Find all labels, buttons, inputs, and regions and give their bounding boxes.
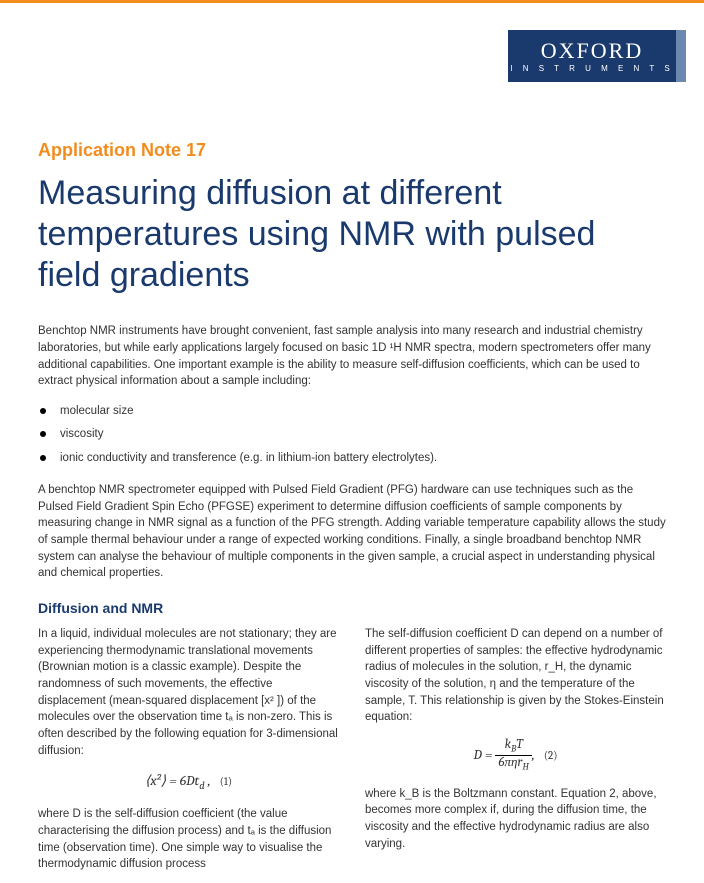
column-paragraph: where D is the self-diffusion coefficien… <box>38 806 339 873</box>
right-column: The self-diffusion coefficient D can dep… <box>365 626 666 883</box>
page-title: Measuring diffusion at different tempera… <box>38 173 666 295</box>
equation-tail: , <box>532 746 535 763</box>
equation-1: ⟨x²⟩ = 6Dtd , (1) <box>38 771 339 794</box>
column-paragraph: In a liquid, individual molecules are no… <box>38 626 339 759</box>
column-paragraph: The self-diffusion coefficient D can dep… <box>365 626 666 726</box>
equation-fraction: kBT 6πηrH <box>495 738 531 774</box>
top-accent-border <box>0 0 704 3</box>
list-item: molecular size <box>38 400 666 423</box>
logo-side-strip <box>676 30 686 82</box>
two-column-layout: In a liquid, individual molecules are no… <box>38 626 666 883</box>
list-item: ionic conductivity and transference (e.g… <box>38 447 666 470</box>
section-heading: Diffusion and NMR <box>38 600 666 616</box>
fraction-numerator: kBT <box>495 738 531 756</box>
equation-lhs: D = <box>474 746 496 763</box>
page-content: Application Note 17 Measuring diffusion … <box>38 140 666 883</box>
fraction-denominator: 6πηrH <box>495 756 531 773</box>
column-paragraph: where k_B is the Boltzmann constant. Equ… <box>365 786 666 853</box>
application-note-label: Application Note 17 <box>38 140 666 161</box>
list-item: viscosity <box>38 423 666 446</box>
left-column: In a liquid, individual molecules are no… <box>38 626 339 883</box>
equation-label: (2) <box>544 749 558 762</box>
bullet-list: molecular size viscosity ionic conductiv… <box>38 400 666 470</box>
equation-label: (1) <box>220 775 232 788</box>
logo-main-text: OXFORD <box>541 40 643 62</box>
equation-2: D = kBT 6πηrH , (2) <box>365 738 666 774</box>
brand-logo: OXFORD I N S T R U M E N T S <box>508 30 676 82</box>
equation-body: ⟨x²⟩ = 6Dtd , <box>145 772 211 789</box>
intro-paragraph: Benchtop NMR instruments have brought co… <box>38 323 666 390</box>
intro-paragraph-2: A benchtop NMR spectrometer equipped wit… <box>38 482 666 582</box>
logo-sub-text: I N S T R U M E N T S <box>510 64 673 73</box>
